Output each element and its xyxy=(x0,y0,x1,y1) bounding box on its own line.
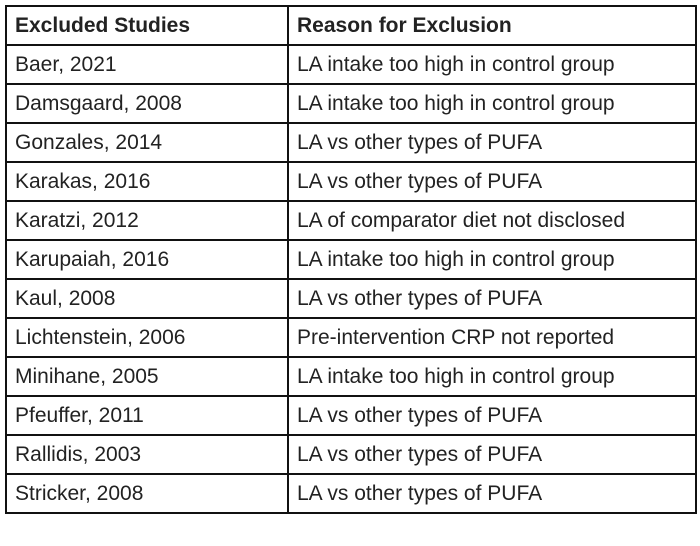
table-row: Gonzales, 2014 LA vs other types of PUFA xyxy=(5,122,697,163)
study-cell: Kaul, 2008 xyxy=(5,278,289,319)
table-row: Karupaiah, 2016 LA intake too high in con… xyxy=(5,239,697,280)
study-cell: Baer, 2021 xyxy=(5,44,289,85)
reason-cell: LA vs other types of PUFA xyxy=(287,473,697,514)
table-row: Baer, 2021 LA intake too high in control … xyxy=(5,44,697,85)
reason-cell: LA vs other types of PUFA xyxy=(287,161,697,202)
table-row: Karatzi, 2012 LA of comparator diet not d… xyxy=(5,200,697,241)
reason-cell: LA intake too high in control group xyxy=(287,356,697,397)
reason-cell: LA vs other types of PUFA xyxy=(287,122,697,163)
header-row: Excluded Studies Reason for Exclusion xyxy=(5,5,697,46)
header-cell: Excluded Studies xyxy=(5,5,289,46)
table-row: Stricker, 2008 LA vs other types of PUFA xyxy=(5,473,697,514)
reason-cell: LA intake too high in control group xyxy=(287,83,697,124)
study-cell: Stricker, 2008 xyxy=(5,473,289,514)
reason-cell: LA intake too high in control group xyxy=(287,239,697,280)
reason-cell: LA intake too high in control group xyxy=(287,44,697,85)
reason-cell: LA vs other types of PUFA xyxy=(287,278,697,319)
table-row: Minihane, 2005 LA intake too high in cont… xyxy=(5,356,697,397)
table-row: Pfeuffer, 2011 LA vs other types of PUFA xyxy=(5,395,697,436)
table-row: Rallidis, 2003 LA vs other types of PUFA xyxy=(5,434,697,475)
study-cell: Karakas, 2016 xyxy=(5,161,289,202)
reason-cell: LA vs other types of PUFA xyxy=(287,395,697,436)
table-row: Karakas, 2016 LA vs other types of PUFA xyxy=(5,161,697,202)
study-cell: Karupaiah, 2016 xyxy=(5,239,289,280)
header-cell: Reason for Exclusion xyxy=(287,5,697,46)
table-row: Kaul, 2008 LA vs other types of PUFA xyxy=(5,278,697,319)
reason-cell: LA of comparator diet not disclosed xyxy=(287,200,697,241)
study-cell: Damsgaard, 2008 xyxy=(5,83,289,124)
table-body: Baer, 2021 LA intake too high in control … xyxy=(5,44,697,514)
study-cell: Minihane, 2005 xyxy=(5,356,289,397)
study-cell: Karatzi, 2012 xyxy=(5,200,289,241)
study-cell: Pfeuffer, 2011 xyxy=(5,395,289,436)
reason-cell: Pre-intervention CRP not reported xyxy=(287,317,697,358)
study-cell: Gonzales, 2014 xyxy=(5,122,289,163)
study-cell: Rallidis, 2003 xyxy=(5,434,289,475)
reason-cell: LA vs other types of PUFA xyxy=(287,434,697,475)
study-cell: Lichtenstein, 2006 xyxy=(5,317,289,358)
table-row: Lichtenstein, 2006 Pre-intervention CRP n… xyxy=(5,317,697,358)
table-row: Damsgaard, 2008 LA intake too high in con… xyxy=(5,83,697,124)
exclusion-table: Excluded Studies Reason for Exclusion Ba… xyxy=(5,5,697,514)
table-head: Excluded Studies Reason for Exclusion xyxy=(5,5,697,46)
